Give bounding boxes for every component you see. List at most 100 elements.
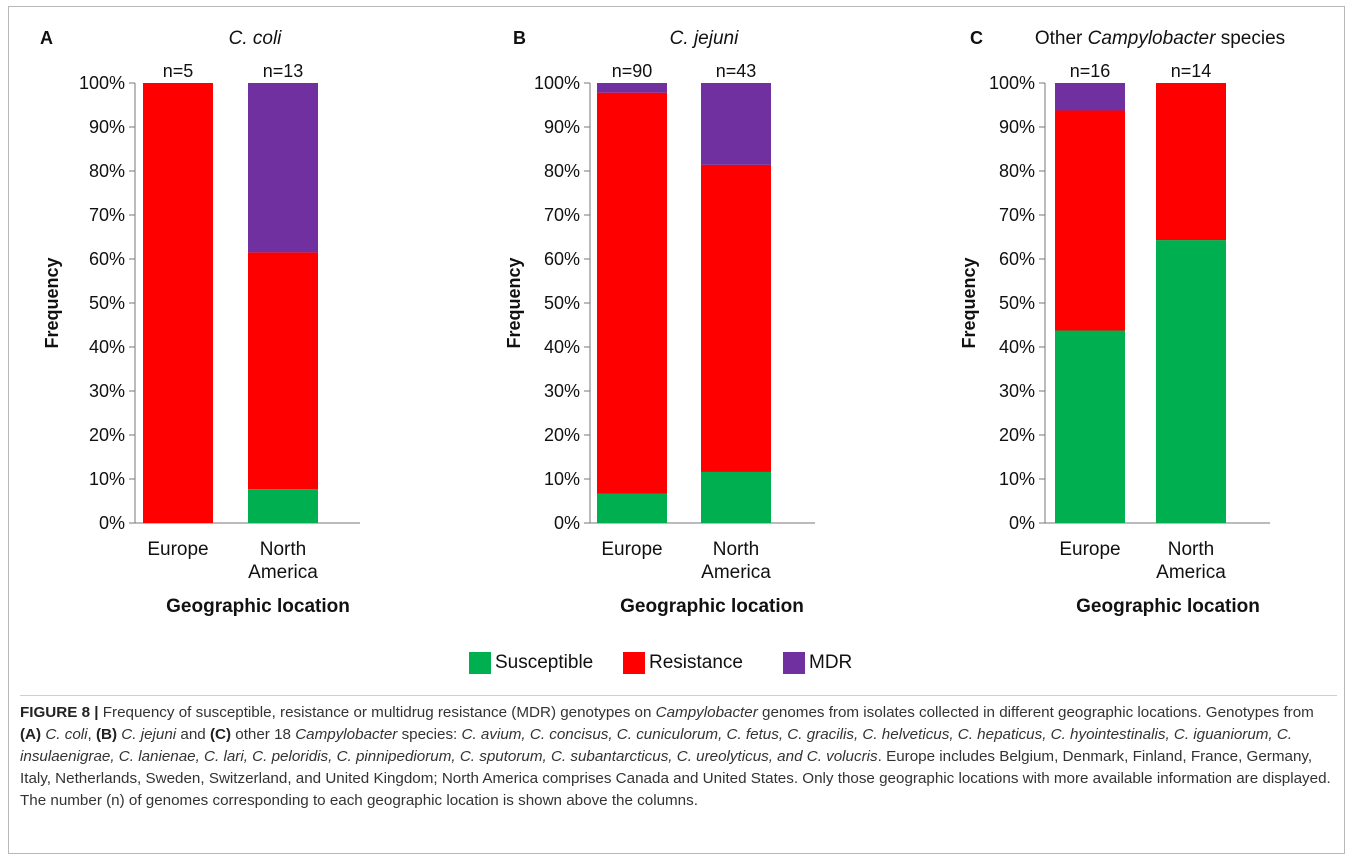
panel-b-xlabel: Geographic location [620,596,804,617]
panel-b-ytick-label: 80% [544,161,580,181]
figure-caption: FIGURE 8 | Frequency of susceptible, res… [20,702,1338,812]
panel-c-title-part: species [1215,28,1285,49]
panel-c-bar-mdr [1055,83,1125,111]
panel-b-bar-resistance [701,164,771,472]
panel-b-ytick-label: 60% [544,249,580,269]
panel-a-title: C. coli [229,28,283,49]
panel-c-ytick-label: 30% [999,381,1035,401]
panel-c-ytick-label: 50% [999,293,1035,313]
legend-label-mdr: MDR [809,652,853,673]
legend-item-resistance: Resistance [623,648,743,678]
panel-b-n-label: n=90 [612,61,653,81]
caption-italic: C. jejuni [117,726,177,743]
panel-c-title: Other Campylobacter species [1035,28,1285,49]
panel-b-category-label: Europe [601,539,662,560]
panel-a-ylabel: Frequency [42,257,62,348]
panel-c-category-label: Europe [1059,539,1120,560]
caption-text: species: [397,726,462,743]
panel-b-letter: B [513,28,526,48]
panel-c-category-label: North [1168,539,1214,560]
legend-item-susceptible: Susceptible [469,648,593,678]
panel-c-letter: C [970,28,983,48]
panel-a-category-label: America [248,562,318,583]
panel-b-n-label: n=43 [716,61,757,81]
caption-species-list: C. avium, C. concisus, C. cuniculorum, C… [20,726,1293,765]
caption-text: other 18 [231,726,296,743]
panel-c-ytick-label: 10% [999,469,1035,489]
panel-b-bar-mdr [597,83,667,93]
caption-text: genomes from isolates collected in diffe… [757,704,1314,721]
figure-frame [8,6,1345,854]
panel-c-n-label: n=16 [1070,61,1111,81]
panel-a-ytick-label: 90% [89,117,125,137]
panel-b-bar-resistance [597,92,667,494]
panel-a-bar-susceptible [248,489,318,523]
caption-separator [20,695,1337,696]
legend-swatch-mdr [783,652,805,674]
panel-a-ytick-label: 0% [99,513,125,533]
panel-b-bar-mdr [701,83,771,165]
panel-b-bar-susceptible [701,471,771,523]
caption-ref-b: (B) [95,726,118,743]
panel-b-category-label: North [713,539,759,560]
panel-c-n-label: n=14 [1171,61,1212,81]
panel-a-category-label: North [260,539,306,560]
caption-text: , [87,726,96,743]
panel-c-ytick-label: 20% [999,425,1035,445]
panel-c-ytick-label: 80% [999,161,1035,181]
panel-a-ytick-label: 10% [89,469,125,489]
panel-c-ytick-label: 40% [999,337,1035,357]
caption-ref-a: (A) [20,726,42,743]
panel-b-ylabel: Frequency [504,257,524,348]
panel-b-ytick-label: 30% [544,381,580,401]
panel-b-title: C. jejuni [670,28,739,49]
panel-b-ytick-label: 70% [544,205,580,225]
panel-b-category-label: America [701,562,771,583]
caption-text: . Europe includes Belgium, Denmark, Finl… [20,748,1331,809]
panel-a-n-label: n=5 [163,61,194,81]
caption-text: Frequency of susceptible, resistance or … [98,704,656,721]
panel-a-ytick-label: 20% [89,425,125,445]
panel-b-ytick-label: 90% [544,117,580,137]
panel-a-ytick-label: 60% [89,249,125,269]
panel-a-ytick-label: 50% [89,293,125,313]
panel-c-bar-susceptible [1156,240,1226,523]
panel-b-bar-susceptible [597,493,667,523]
panel-a-ytick-label: 40% [89,337,125,357]
panel-c-ylabel: Frequency [959,257,979,348]
panel-a-letter: A [40,28,53,48]
legend-label-resistance: Resistance [649,652,743,673]
panel-a-xlabel: Geographic location [166,596,350,617]
panel-c-title-part: Campylobacter [1088,28,1216,49]
panel-c-ytick-label: 90% [999,117,1035,137]
panel-c-bar-susceptible [1055,330,1125,523]
caption-italic: C. coli [41,726,88,743]
panel-c-bar-resistance [1055,110,1125,331]
panel-a-ytick-label: 30% [89,381,125,401]
panel-a-ytick-label: 100% [79,73,125,93]
caption-figure-label: FIGURE 8 | [20,704,99,721]
charts-svg: A C. coli 0% 10% 20% 30% 40% 50% 60% 70% 80% 90% 100… [40,28,1285,617]
panel-a-ytick-label: 70% [89,205,125,225]
panel-c-xlabel: Geographic location [1076,596,1260,617]
legend-label-susceptible: Susceptible [495,652,594,673]
panel-c-ytick-label: 70% [999,205,1035,225]
panel-a-ytick-label: 80% [89,161,125,181]
legend-swatch-resistance [623,652,645,674]
panel-a-bar-resistance [143,83,213,523]
panel-c-ytick-label: 100% [989,73,1035,93]
panel-b-ytick-label: 50% [544,293,580,313]
legend-swatch-susceptible [469,652,491,674]
caption-italic: Campylobacter [295,726,398,743]
panel-b-ytick-label: 20% [544,425,580,445]
caption-italic: Campylobacter [655,704,758,721]
panel-c-title-part: Other [1035,28,1088,49]
caption-ref-c: (C) [209,726,232,743]
panel-a-bar-resistance [248,252,318,490]
panel-a-n-label: n=13 [263,61,304,81]
panel-b-ytick-label: 10% [544,469,580,489]
panel-c-category-label: America [1156,562,1226,583]
panel-b-ytick-label: 100% [534,73,580,93]
panel-c-bar-resistance [1156,83,1226,241]
panel-c-ytick-label: 0% [1009,513,1035,533]
